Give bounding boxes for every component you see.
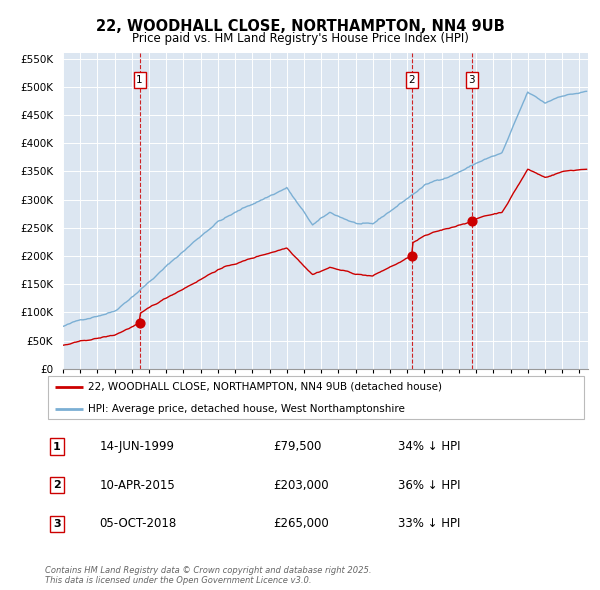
Point [467, 216, 476, 225]
Text: £79,500: £79,500 [273, 440, 322, 453]
Text: £203,000: £203,000 [273, 478, 329, 492]
Text: Contains HM Land Registry data © Crown copyright and database right 2025.
This d: Contains HM Land Registry data © Crown c… [45, 566, 371, 585]
Point [407, 251, 417, 261]
Text: 34% ↓ HPI: 34% ↓ HPI [398, 440, 460, 453]
Text: 36% ↓ HPI: 36% ↓ HPI [398, 478, 460, 492]
Text: 2: 2 [53, 480, 61, 490]
Text: 05-OCT-2018: 05-OCT-2018 [100, 517, 176, 530]
Text: 1: 1 [136, 75, 143, 85]
Text: £265,000: £265,000 [273, 517, 329, 530]
Text: 22, WOODHALL CLOSE, NORTHAMPTON, NN4 9UB (detached house): 22, WOODHALL CLOSE, NORTHAMPTON, NN4 9UB… [88, 382, 442, 392]
Text: HPI: Average price, detached house, West Northamptonshire: HPI: Average price, detached house, West… [88, 404, 406, 414]
Text: 3: 3 [53, 519, 61, 529]
Text: 22, WOODHALL CLOSE, NORTHAMPTON, NN4 9UB: 22, WOODHALL CLOSE, NORTHAMPTON, NN4 9UB [95, 19, 505, 34]
Text: 14-JUN-1999: 14-JUN-1999 [100, 440, 175, 453]
Text: 10-APR-2015: 10-APR-2015 [100, 478, 175, 492]
Text: 1: 1 [53, 441, 61, 451]
Text: Price paid vs. HM Land Registry's House Price Index (HPI): Price paid vs. HM Land Registry's House … [131, 32, 469, 45]
Text: 3: 3 [469, 75, 475, 85]
FancyBboxPatch shape [48, 376, 584, 419]
Text: 33% ↓ HPI: 33% ↓ HPI [398, 517, 460, 530]
Text: 2: 2 [409, 75, 415, 85]
Point [135, 318, 145, 327]
